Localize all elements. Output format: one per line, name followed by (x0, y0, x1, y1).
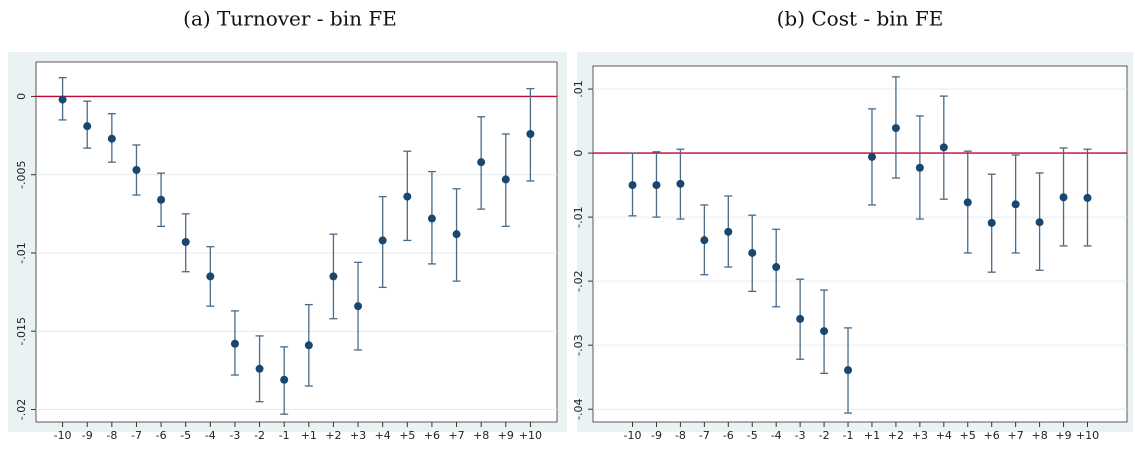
point (748, 248, 757, 257)
x-tick-label: -6 (156, 429, 167, 442)
point (58, 95, 67, 104)
point (132, 166, 141, 174)
point (354, 302, 363, 311)
x-tick-label: +10 (519, 429, 542, 442)
x-tick-label: +3 (350, 429, 366, 442)
point (329, 272, 338, 281)
y-tick-label: -.005 (15, 160, 28, 188)
x-tick-label: +2 (888, 429, 904, 442)
point (526, 130, 535, 138)
point (1083, 193, 1092, 202)
x-tick-label: -3 (795, 429, 806, 442)
point (181, 238, 190, 246)
x-tick-label: +4 (375, 429, 391, 442)
x-tick-label: -2 (819, 429, 830, 442)
x-tick-label: -9 (82, 429, 93, 442)
point (452, 230, 461, 239)
x-tick-label: +2 (325, 429, 341, 442)
point (83, 122, 92, 131)
point (157, 195, 166, 204)
x-tick-label: -5 (747, 429, 758, 442)
point (700, 236, 709, 245)
point (206, 272, 215, 281)
x-tick-label: +7 (448, 429, 464, 442)
y-tick-label: 0 (572, 150, 585, 157)
x-tick-label: +8 (473, 429, 489, 442)
point (772, 263, 781, 272)
point (628, 181, 637, 190)
x-tick-label: -5 (180, 429, 191, 442)
point (724, 227, 733, 236)
x-tick-label: -1 (843, 429, 854, 442)
plot-area (35, 61, 558, 423)
x-tick-label: -10 (54, 429, 72, 442)
y-tick-label: -.04 (572, 398, 585, 419)
point (844, 366, 853, 375)
y-tick-label: 0 (15, 93, 28, 100)
x-tick-label: +10 (1076, 429, 1099, 442)
y-tick-label: -.02 (572, 270, 585, 291)
point (501, 175, 510, 184)
y-tick-label: -.02 (15, 399, 28, 420)
x-tick-label: -2 (254, 429, 265, 442)
x-tick-label: +9 (498, 429, 514, 442)
panel-title: (b) Cost - bin FE (777, 7, 944, 31)
point (230, 339, 239, 348)
point (867, 152, 876, 161)
point (987, 218, 996, 227)
point (939, 143, 948, 152)
x-tick-label: -8 (675, 429, 686, 442)
x-tick-label: -4 (205, 429, 216, 442)
x-tick-label: -3 (229, 429, 240, 442)
point (1011, 200, 1020, 209)
y-tick-label: -.01 (572, 206, 585, 227)
point (403, 192, 412, 201)
point (891, 124, 900, 133)
point (676, 179, 685, 188)
x-tick-label: -10 (624, 429, 642, 442)
x-tick-label: -9 (651, 429, 662, 442)
x-tick-label: +4 (936, 429, 952, 442)
y-tick-label: .01 (572, 80, 585, 98)
x-tick-label: +5 (960, 429, 976, 442)
x-tick-label: +6 (424, 429, 440, 442)
x-tick-label: -4 (771, 429, 782, 442)
point (255, 364, 264, 373)
point (427, 214, 436, 223)
point (107, 134, 116, 143)
point (963, 198, 972, 207)
x-tick-label: -8 (106, 429, 117, 442)
point (304, 341, 313, 350)
x-tick-label: +7 (1008, 429, 1024, 442)
x-tick-label: +5 (399, 429, 415, 442)
x-tick-label: -6 (723, 429, 734, 442)
x-tick-label: -7 (699, 429, 710, 442)
point (820, 327, 829, 336)
x-tick-label: +1 (864, 429, 880, 442)
x-tick-label: +8 (1031, 429, 1047, 442)
point (1035, 218, 1044, 227)
point (915, 163, 924, 172)
point (796, 314, 805, 323)
x-tick-label: -7 (131, 429, 142, 442)
point (652, 181, 661, 190)
point (280, 375, 289, 384)
point (378, 236, 387, 245)
x-tick-label: +3 (912, 429, 928, 442)
y-tick-label: -.015 (15, 317, 28, 345)
x-tick-label: +6 (984, 429, 1000, 442)
x-tick-label: -1 (279, 429, 290, 442)
x-tick-label: +1 (301, 429, 317, 442)
plot-area (592, 65, 1128, 423)
point (1059, 193, 1068, 202)
y-tick-label: -.01 (15, 242, 28, 263)
x-tick-label: +9 (1055, 429, 1071, 442)
y-tick-label: -.03 (572, 334, 585, 355)
point (477, 158, 486, 167)
panel-title: (a) Turnover - bin FE (183, 7, 397, 31)
